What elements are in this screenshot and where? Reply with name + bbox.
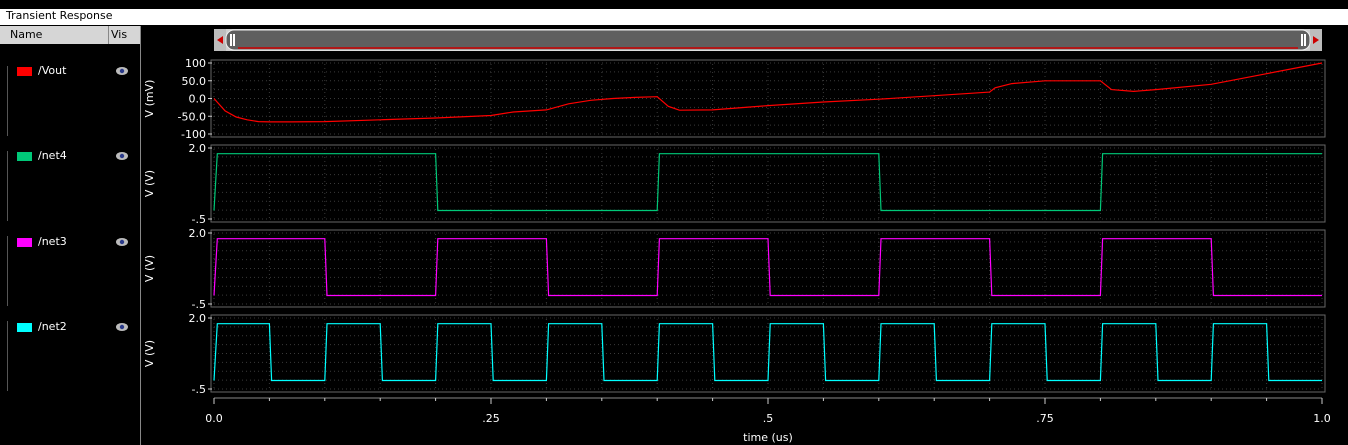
eye-icon[interactable] bbox=[115, 320, 129, 334]
signal-list-panel: Name Vis /Vout /net4 /net3 /net2 bbox=[0, 26, 141, 445]
tree-connector bbox=[7, 66, 8, 136]
signal-name: /net4 bbox=[38, 149, 67, 162]
signal-item-net4[interactable]: /net4 bbox=[0, 148, 140, 164]
signal-item-net3[interactable]: /net3 bbox=[0, 234, 140, 250]
tree-connector bbox=[7, 151, 8, 221]
signal-item-vout[interactable]: /Vout bbox=[0, 63, 140, 79]
signal-color-swatch bbox=[17, 67, 32, 76]
name-column-header[interactable]: Name bbox=[0, 26, 109, 44]
signal-name: /Vout bbox=[38, 64, 67, 77]
signal-color-swatch bbox=[17, 152, 32, 161]
title-bar bbox=[0, 0, 1348, 10]
horizontal-scrollbar[interactable] bbox=[214, 29, 1322, 51]
scroll-right-arrow-icon bbox=[1313, 36, 1319, 44]
grip-left-icon bbox=[230, 34, 232, 46]
signal-color-swatch bbox=[17, 323, 32, 332]
eye-icon[interactable] bbox=[115, 149, 129, 163]
visibility-column-header[interactable]: Vis bbox=[109, 26, 140, 44]
tree-connector bbox=[7, 321, 8, 391]
grip-left-icon bbox=[233, 34, 235, 46]
eye-icon[interactable] bbox=[115, 64, 129, 78]
tree-connector bbox=[7, 236, 8, 306]
signal-name: /net3 bbox=[38, 235, 67, 248]
window-title: Transient Response bbox=[0, 9, 1348, 25]
grip-right-icon bbox=[1301, 34, 1303, 46]
eye-icon[interactable] bbox=[115, 235, 129, 249]
signal-item-net2[interactable]: /net2 bbox=[0, 319, 140, 335]
plot-area bbox=[141, 26, 1348, 445]
signal-color-swatch bbox=[17, 238, 32, 247]
signal-name: /net2 bbox=[38, 320, 67, 333]
scroll-thumb[interactable] bbox=[225, 29, 1311, 51]
scroll-left-arrow-icon bbox=[217, 36, 223, 44]
grip-right-icon bbox=[1304, 34, 1306, 46]
